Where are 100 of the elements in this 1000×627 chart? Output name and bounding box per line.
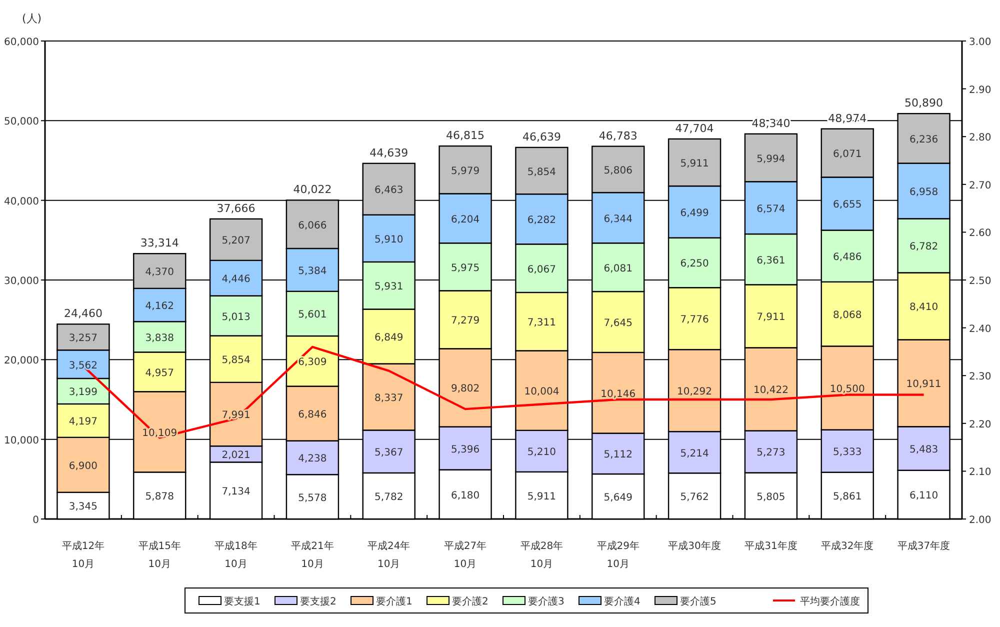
data-label: 10,292 (677, 386, 712, 398)
y-tick-label: 40,000 (4, 196, 39, 208)
data-label: 4,446 (222, 274, 250, 286)
data-label: 5,762 (680, 492, 709, 504)
x-tick-label: 平成21年 10月 (291, 540, 334, 570)
y-tick-label: 0 (32, 515, 39, 526)
data-label: 7,776 (680, 314, 709, 326)
y2-tick-label: 2.80 (969, 132, 992, 144)
total-label: 46,639 (522, 130, 561, 144)
y-tick-label: 20,000 (4, 356, 39, 367)
total-label: 24,460 (64, 307, 102, 320)
total-label: 48,340 (752, 116, 790, 130)
data-label: 5,396 (450, 444, 480, 456)
legend-label: 平均要介護度 (800, 596, 860, 608)
x-tick-label: 平成29年 10月 (596, 540, 640, 570)
data-label: 5,910 (374, 234, 404, 246)
data-label: 5,994 (756, 154, 786, 165)
data-label: 5,578 (298, 492, 327, 504)
data-label: 5,112 (604, 450, 632, 461)
y2-tick-label: 2.90 (969, 84, 992, 96)
data-label: 6,236 (909, 134, 938, 146)
x-tick-label: 平成27年 10月 (444, 540, 487, 570)
legend-label: 要介護2 (452, 596, 488, 608)
legend-label: 要介護1 (376, 596, 412, 608)
y2-tick-label: 2.20 (969, 419, 992, 430)
data-label: 8,337 (374, 392, 404, 404)
data-label: 6,782 (909, 242, 938, 253)
total-label: 46,815 (446, 129, 485, 142)
y2-tick-label: 3.00 (969, 37, 992, 48)
data-label: 6,486 (833, 252, 862, 264)
data-label: 10,004 (524, 386, 560, 398)
data-label: 5,782 (374, 492, 404, 503)
data-label: 6,463 (374, 185, 404, 196)
data-label: 3,345 (68, 502, 98, 513)
data-label: 3,562 (68, 360, 98, 372)
data-label: 7,645 (604, 318, 632, 329)
data-label: 10,911 (906, 379, 942, 390)
data-label: 5,210 (527, 447, 556, 458)
data-label: 7,911 (756, 312, 786, 324)
x-tick-label: 平成12年 10月 (62, 540, 105, 570)
data-label: 8,068 (833, 310, 862, 322)
data-label: 7,311 (527, 318, 556, 329)
total-label: 47,704 (675, 122, 714, 135)
data-label: 5,367 (374, 448, 404, 459)
total-label: 46,783 (598, 129, 638, 142)
data-label: 6,180 (450, 490, 480, 502)
legend-label: 要支援1 (224, 596, 260, 608)
x-tick-label: 平成30年度 (668, 540, 721, 552)
y2-tick-label: 2.10 (969, 467, 992, 478)
data-label: 6,081 (604, 263, 632, 274)
y2-tick-label: 2.60 (969, 228, 992, 240)
data-label: 6,344 (604, 214, 632, 225)
data-label: 5,861 (833, 492, 862, 503)
legend-label: 要介護3 (528, 596, 564, 608)
data-label: 5,214 (680, 448, 709, 460)
data-label: 6,361 (756, 255, 786, 266)
data-label: 3,199 (68, 387, 98, 398)
data-label: 6,900 (68, 460, 98, 472)
data-label: 5,805 (756, 492, 786, 503)
data-label: 10,500 (830, 384, 865, 395)
y2-tick-label: 2.30 (969, 372, 992, 383)
y-tick-label: 50,000 (4, 116, 39, 128)
data-label: 6,071 (833, 149, 862, 160)
data-label: 4,238 (298, 454, 327, 465)
data-label: 6,958 (909, 186, 938, 198)
data-label: 6,846 (298, 410, 327, 421)
data-label: 4,162 (145, 300, 174, 312)
y2-tick-label: 2.00 (969, 515, 992, 526)
data-label: 2,021 (222, 450, 250, 462)
data-label: 5,806 (604, 165, 632, 176)
data-label: 5,854 (222, 355, 250, 366)
data-label: 6,655 (833, 200, 862, 211)
data-label: 6,250 (680, 258, 709, 270)
y2-tick-label: 2.40 (969, 324, 992, 335)
x-tick-label: 平成37年度 (897, 540, 950, 552)
data-label: 6,204 (450, 214, 480, 226)
y2-tick-label: 2.70 (969, 180, 992, 192)
total-label: 44,639 (370, 146, 408, 160)
y-tick-label: 60,000 (4, 37, 39, 48)
data-label: 5,649 (604, 492, 632, 504)
data-label: 5,273 (756, 448, 786, 459)
data-label: 5,878 (145, 492, 174, 503)
data-label: 6,067 (527, 264, 556, 276)
x-tick-label: 平成24年 10月 (368, 540, 410, 570)
data-label: 5,911 (680, 158, 709, 170)
data-label: 9,802 (450, 384, 480, 395)
data-label: 6,110 (909, 490, 938, 502)
data-label: 6,066 (298, 220, 327, 232)
legend-label: 要支援2 (300, 596, 336, 608)
x-tick-label: 平成31年度 (744, 540, 798, 552)
data-label: 5,384 (298, 266, 327, 277)
data-label: 8,410 (909, 302, 938, 314)
legend-label: 要介護5 (680, 596, 716, 608)
total-label: 50,890 (904, 96, 944, 110)
data-label: 6,574 (756, 204, 786, 215)
total-label: 33,314 (140, 236, 179, 250)
y-tick-label: 30,000 (4, 276, 39, 287)
x-tick-label: 平成15年 10月 (138, 540, 181, 570)
data-label: 3,838 (145, 332, 174, 344)
x-tick-label: 平成32年度 (821, 540, 874, 552)
